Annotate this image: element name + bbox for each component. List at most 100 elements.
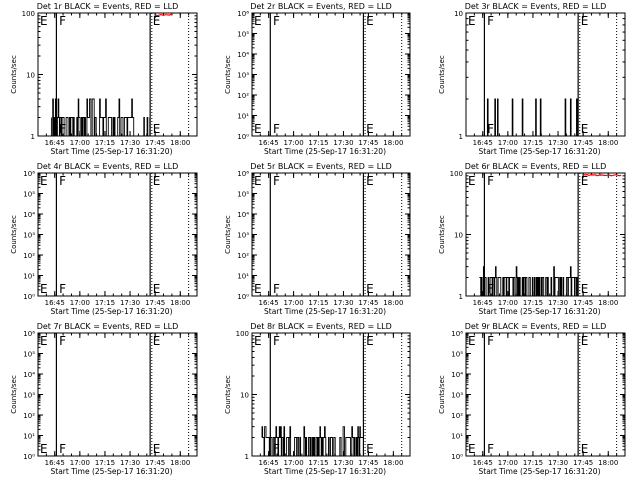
flag-e: E (40, 442, 48, 456)
y-tick-label: 10 (454, 232, 463, 240)
x-tick-label: 17:45 (573, 299, 593, 307)
x-tick-label: 17:45 (358, 459, 378, 467)
x-tick-label: 18:00 (598, 139, 618, 147)
flag-e: E (581, 282, 589, 296)
flag-e: E (366, 14, 374, 28)
x-tick-label: 17:45 (358, 139, 378, 147)
y-tick-label: 10 (454, 10, 463, 18)
x-axis-label: Start Time (25-Sep-17 16:31:20) (479, 307, 601, 316)
y-tick-label: 10⁰ (237, 133, 249, 141)
x-tick-label: 17:00 (70, 459, 90, 467)
x-tick-label: 17:30 (333, 459, 353, 467)
y-tick-label: 100 (22, 10, 35, 18)
y-tick-label: 10⁴ (23, 371, 35, 379)
x-tick-label: 17:00 (283, 139, 303, 147)
flag-f: F (59, 282, 66, 296)
y-axis-label: Counts/sec (438, 375, 446, 414)
x-tick-label: 17:00 (498, 139, 518, 147)
y-tick-label: 10⁰ (451, 453, 463, 461)
y-axis-label: Counts/sec (224, 375, 232, 414)
panel-det-5: Det 5r BLACK = Events, RED = LLD 10⁰ 10¹ 10… (224, 162, 411, 316)
flag-f: F (59, 442, 66, 456)
x-tick-label: 17:45 (145, 299, 165, 307)
x-tick-label: 16:45 (45, 139, 65, 147)
x-tick-label: 17:45 (358, 299, 378, 307)
x-axis-label: Start Time (25-Sep-17 16:31:20) (264, 147, 386, 156)
flag-e: E (366, 282, 374, 296)
y-tick-label: 10² (23, 412, 35, 420)
flag-e: E (254, 122, 262, 136)
y-tick-label: 10⁴ (23, 211, 35, 219)
y-tick-label: 10¹ (23, 433, 35, 441)
y-tick-label: 10 (240, 392, 249, 400)
y-tick-label: 100 (450, 170, 463, 178)
x-tick-label: 17:15 (95, 299, 115, 307)
x-tick-label: 16:45 (473, 139, 493, 147)
y-axis-label: Counts/sec (10, 215, 18, 254)
panel-title: Det 7r BLACK = Events, RED = LLD (37, 322, 179, 331)
flag-f: F (59, 334, 66, 348)
flag-f: F (487, 174, 494, 188)
y-tick-label: 10¹ (451, 433, 463, 441)
x-axis-label: Start Time (25-Sep-17 16:31:20) (51, 147, 173, 156)
y-tick-label: 10⁰ (237, 293, 249, 301)
flag-e: E (153, 14, 161, 28)
flag-e: E (254, 14, 262, 28)
y-axis-label: Counts/sec (224, 215, 232, 254)
flag-f: F (59, 122, 66, 136)
y-tick-label: 1 (31, 133, 35, 141)
flag-f: F (273, 334, 280, 348)
x-tick-label: 17:00 (70, 299, 90, 307)
series-events (479, 266, 578, 297)
y-tick-label: 10¹ (23, 273, 35, 281)
flag-e: E (366, 334, 374, 348)
x-axis-label: Start Time (25-Sep-17 16:31:20) (51, 307, 173, 316)
x-axis-label: Start Time (25-Sep-17 16:31:20) (264, 467, 386, 476)
plot-frame (251, 12, 411, 137)
series-lld (154, 13, 172, 17)
y-tick-label: 10⁶ (23, 170, 35, 178)
panel-title: Det 6r BLACK = Events, RED = LLD (465, 162, 607, 171)
x-tick-label: 17:00 (498, 299, 518, 307)
y-tick-label: 10⁴ (237, 51, 249, 59)
y-tick-label: 1 (245, 453, 249, 461)
y-tick-label: 10³ (23, 232, 35, 240)
x-tick-label: 17:00 (283, 299, 303, 307)
x-axis-label: Start Time (25-Sep-17 16:31:20) (51, 467, 173, 476)
y-tick-label: 10⁶ (451, 330, 463, 338)
flag-e: E (40, 282, 48, 296)
y-axis-label: Counts/sec (10, 375, 18, 414)
y-tick-label: 100 (236, 330, 249, 338)
x-axis-label: Start Time (25-Sep-17 16:31:20) (264, 307, 386, 316)
panel-det-7: Det 7r BLACK = Events, RED = LLD 10⁰ 10¹ 10… (10, 322, 198, 476)
y-tick-label: 10 (26, 72, 35, 80)
series-lld (583, 173, 622, 177)
x-tick-label: 17:45 (573, 139, 593, 147)
x-tick-label: 18:00 (383, 299, 403, 307)
flag-e: E (366, 442, 374, 456)
panel-det-4: Det 4r BLACK = Events, RED = LLD 10⁰ 10¹ 10… (10, 162, 198, 316)
flag-f: F (273, 14, 280, 28)
panel-title: Det 4r BLACK = Events, RED = LLD (37, 162, 179, 171)
x-tick-label: 17:45 (573, 459, 593, 467)
y-tick-label: 10⁶ (237, 170, 249, 178)
flag-e: E (581, 334, 589, 348)
x-tick-label: 16:45 (259, 459, 279, 467)
y-tick-label: 10³ (23, 392, 35, 400)
x-tick-label: 16:45 (45, 459, 65, 467)
panel-title: Det 9r BLACK = Events, RED = LLD (465, 322, 607, 331)
x-tick-label: 16:45 (259, 139, 279, 147)
plot-frame (37, 332, 198, 457)
y-tick-label: 10² (237, 252, 249, 260)
plot-frame (465, 12, 626, 137)
y-tick-label: 10⁰ (23, 293, 35, 301)
y-tick-label: 10³ (237, 72, 249, 80)
flag-e: E (153, 282, 161, 296)
flag-e: E (468, 14, 476, 28)
flag-e: E (254, 334, 262, 348)
x-tick-label: 18:00 (598, 299, 618, 307)
flag-e: E (468, 174, 476, 188)
series-events (479, 98, 578, 137)
y-tick-label: 10² (237, 92, 249, 100)
x-tick-label: 17:30 (548, 299, 568, 307)
